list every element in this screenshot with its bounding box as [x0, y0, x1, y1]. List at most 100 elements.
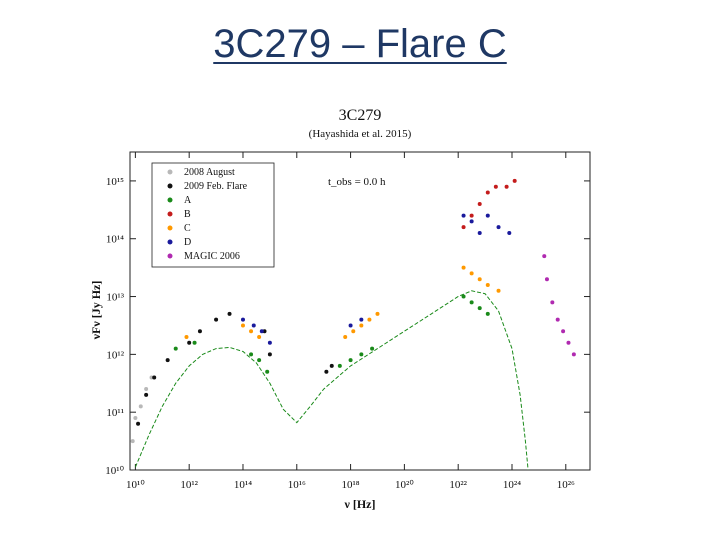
data-point	[130, 439, 135, 444]
data-point	[227, 311, 232, 316]
data-point	[259, 329, 264, 334]
data-point	[214, 317, 219, 322]
data-point	[267, 340, 272, 345]
chart-title: 3C279	[339, 107, 382, 124]
data-point	[249, 352, 254, 357]
data-point	[152, 375, 157, 380]
x-tick-label: 10¹⁰	[126, 479, 145, 491]
legend-marker	[167, 253, 173, 259]
data-point	[477, 202, 482, 207]
x-tick-label: 10¹²	[180, 479, 198, 491]
x-tick-label: 10²²	[449, 479, 467, 491]
data-point	[249, 329, 254, 334]
data-points-layer	[130, 178, 576, 444]
y-axis-label: νFν [Jy Hz]	[89, 281, 103, 341]
data-point	[469, 213, 474, 218]
data-point	[265, 369, 270, 374]
data-point	[329, 363, 334, 368]
data-point	[504, 184, 509, 189]
data-point	[477, 277, 482, 282]
legend-label: B	[184, 209, 191, 220]
data-point	[240, 323, 245, 328]
plot-frame	[129, 151, 591, 471]
data-point	[370, 346, 375, 351]
legend-label: 2009 Feb. Flare	[184, 181, 248, 192]
data-point	[461, 294, 466, 299]
data-point	[461, 265, 466, 270]
x-tick-label: 10¹⁸	[342, 479, 360, 491]
legend-label: MAGIC 2006	[184, 251, 240, 262]
data-point	[136, 421, 141, 426]
x-tick-label: 10²⁴	[503, 479, 521, 491]
data-point	[461, 225, 466, 230]
data-point	[144, 392, 149, 397]
data-point	[267, 352, 272, 357]
data-point	[469, 219, 474, 224]
legend-marker	[167, 239, 173, 245]
data-point	[240, 317, 245, 322]
y-tick-label: 10¹³	[106, 292, 124, 304]
data-point	[485, 213, 490, 218]
y-tick-label: 10¹¹	[106, 407, 124, 419]
data-point	[359, 317, 364, 322]
data-point	[367, 317, 372, 322]
legend-label: A	[184, 195, 192, 206]
model-curve-layer	[134, 290, 529, 471]
legend-marker	[167, 169, 173, 175]
data-point	[173, 346, 178, 351]
data-point	[512, 178, 517, 183]
x-tick-label: 10²⁰	[395, 479, 414, 491]
data-point	[359, 323, 364, 328]
data-point	[566, 340, 571, 345]
data-point	[348, 358, 353, 363]
data-point	[496, 225, 501, 230]
model-curve	[134, 290, 529, 471]
data-point	[257, 335, 262, 340]
data-point	[348, 323, 353, 328]
y-tick-label: 10¹²	[106, 349, 124, 361]
x-tick-label: 10²⁶	[557, 479, 575, 491]
data-point	[485, 282, 490, 287]
legend-marker	[167, 197, 173, 203]
legend-label: D	[184, 237, 191, 248]
x-axis-label: ν [Hz]	[343, 497, 375, 511]
legend-marker	[167, 211, 173, 217]
y-tick-label: 10¹⁰	[105, 465, 124, 477]
axis-ticks: 10¹⁰ 10¹² 10¹⁴ 10¹⁶ 10¹⁸ 10²⁰ 10²² 10²⁴ 10²⁶ 10¹⁰…	[105, 152, 590, 491]
data-point	[555, 317, 560, 322]
data-point	[561, 329, 566, 334]
data-point	[343, 335, 348, 340]
data-point	[469, 271, 474, 276]
data-point	[187, 340, 192, 345]
data-point	[133, 415, 138, 420]
data-point	[469, 300, 474, 305]
time-annotation: t_obs = 0.0 h	[328, 176, 386, 188]
data-point	[251, 323, 256, 328]
chart-subtitle: (Hayashida et al. 2015)	[309, 128, 412, 140]
data-point	[485, 190, 490, 195]
data-point	[324, 369, 329, 374]
data-point	[507, 230, 512, 235]
data-point	[144, 387, 149, 392]
data-point	[351, 329, 356, 334]
y-tick-label: 10¹⁴	[106, 234, 124, 246]
data-point	[461, 213, 466, 218]
data-point	[337, 363, 342, 368]
data-point	[375, 311, 380, 316]
data-point	[550, 300, 555, 305]
data-point	[542, 254, 547, 259]
x-tick-label: 10¹⁴	[234, 479, 252, 491]
data-point	[257, 358, 262, 363]
data-point	[485, 311, 490, 316]
data-point	[544, 277, 549, 282]
data-point	[477, 306, 482, 311]
slide-title: 3C279 – Flare C	[213, 22, 507, 66]
data-point	[571, 352, 576, 357]
data-point	[359, 352, 364, 357]
legend-marker	[167, 183, 173, 189]
x-tick-label: 10¹⁶	[288, 479, 306, 491]
legend-box	[151, 162, 275, 268]
y-tick-label: 10¹⁵	[106, 176, 124, 188]
data-point	[192, 340, 197, 345]
